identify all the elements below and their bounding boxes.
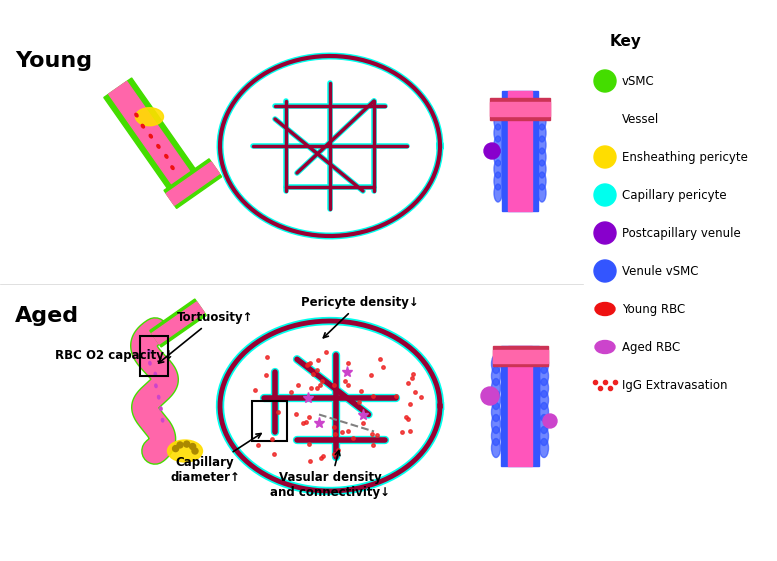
Polygon shape — [164, 159, 221, 208]
Circle shape — [594, 146, 616, 168]
Text: Capillary pericyte: Capillary pericyte — [622, 188, 726, 201]
Ellipse shape — [135, 108, 163, 126]
Polygon shape — [507, 346, 532, 466]
Ellipse shape — [492, 402, 500, 421]
Ellipse shape — [595, 341, 615, 353]
Polygon shape — [493, 346, 548, 366]
Polygon shape — [220, 321, 440, 491]
Text: Tortuosity↑: Tortuosity↑ — [159, 311, 253, 363]
Ellipse shape — [539, 366, 549, 385]
Text: Pericyte density↓: Pericyte density↓ — [301, 296, 419, 338]
Circle shape — [172, 445, 179, 452]
Circle shape — [543, 414, 557, 428]
Text: Vessel: Vessel — [622, 113, 659, 126]
Polygon shape — [109, 81, 201, 201]
Ellipse shape — [538, 172, 546, 190]
Ellipse shape — [165, 155, 168, 158]
Polygon shape — [152, 302, 204, 344]
Text: Capillary
diameter↑: Capillary diameter↑ — [170, 434, 261, 484]
Circle shape — [192, 448, 198, 454]
Ellipse shape — [539, 379, 549, 398]
Ellipse shape — [155, 384, 157, 388]
Ellipse shape — [157, 145, 160, 148]
Text: Venule vSMC: Venule vSMC — [622, 264, 699, 278]
Ellipse shape — [492, 426, 500, 445]
Ellipse shape — [492, 390, 500, 410]
Ellipse shape — [595, 302, 615, 315]
Circle shape — [481, 387, 499, 405]
Circle shape — [484, 143, 500, 159]
Ellipse shape — [539, 439, 549, 458]
Polygon shape — [150, 299, 206, 347]
Polygon shape — [501, 346, 539, 466]
Ellipse shape — [148, 350, 151, 353]
Text: Ensheathing pericyte: Ensheathing pericyte — [622, 150, 748, 163]
Ellipse shape — [494, 136, 502, 154]
Ellipse shape — [539, 426, 549, 445]
Ellipse shape — [494, 124, 502, 142]
Circle shape — [594, 70, 616, 92]
Ellipse shape — [492, 415, 500, 434]
Bar — [140, 336, 168, 376]
Ellipse shape — [539, 390, 549, 410]
Text: Young RBC: Young RBC — [622, 302, 685, 315]
Ellipse shape — [158, 396, 160, 399]
Ellipse shape — [171, 166, 174, 169]
Polygon shape — [166, 162, 219, 205]
Circle shape — [190, 444, 196, 449]
Ellipse shape — [160, 407, 162, 411]
Circle shape — [594, 184, 616, 206]
Ellipse shape — [539, 355, 549, 374]
Ellipse shape — [492, 439, 500, 458]
Text: RBC O2 capacity↓: RBC O2 capacity↓ — [55, 349, 174, 362]
Ellipse shape — [154, 373, 156, 376]
Ellipse shape — [494, 112, 502, 130]
Text: vSMC: vSMC — [622, 75, 655, 88]
Ellipse shape — [494, 184, 502, 202]
Polygon shape — [490, 98, 550, 120]
Text: Postcapillary venule: Postcapillary venule — [622, 227, 740, 240]
Text: IgG Extravasation: IgG Extravasation — [622, 379, 727, 392]
Ellipse shape — [162, 419, 164, 422]
Ellipse shape — [492, 366, 500, 385]
Polygon shape — [104, 78, 206, 204]
Ellipse shape — [538, 184, 546, 202]
Text: Aged: Aged — [15, 306, 79, 326]
Ellipse shape — [538, 100, 546, 118]
Ellipse shape — [494, 148, 502, 166]
Ellipse shape — [539, 402, 549, 421]
Polygon shape — [493, 350, 548, 362]
Text: Vasular density
and connectivity↓: Vasular density and connectivity↓ — [270, 450, 390, 499]
Ellipse shape — [494, 160, 502, 178]
Ellipse shape — [141, 125, 145, 128]
Text: Aged RBC: Aged RBC — [622, 341, 680, 353]
Ellipse shape — [494, 172, 502, 190]
Text: Young: Young — [15, 51, 92, 71]
Ellipse shape — [538, 112, 546, 130]
Ellipse shape — [492, 379, 500, 398]
Circle shape — [594, 222, 616, 244]
Ellipse shape — [149, 135, 152, 138]
Text: Key: Key — [610, 34, 642, 49]
Ellipse shape — [494, 100, 502, 118]
Ellipse shape — [538, 160, 546, 178]
Polygon shape — [502, 91, 538, 211]
Ellipse shape — [492, 355, 500, 374]
Ellipse shape — [135, 113, 138, 117]
Circle shape — [183, 441, 190, 447]
Circle shape — [594, 260, 616, 282]
Polygon shape — [490, 102, 550, 116]
Bar — [252, 401, 287, 441]
Ellipse shape — [539, 415, 549, 434]
Ellipse shape — [538, 124, 546, 142]
Polygon shape — [220, 56, 440, 236]
Polygon shape — [508, 91, 531, 211]
Ellipse shape — [538, 136, 546, 154]
Ellipse shape — [148, 361, 151, 365]
Circle shape — [177, 442, 183, 448]
Ellipse shape — [168, 440, 203, 462]
Ellipse shape — [538, 148, 546, 166]
